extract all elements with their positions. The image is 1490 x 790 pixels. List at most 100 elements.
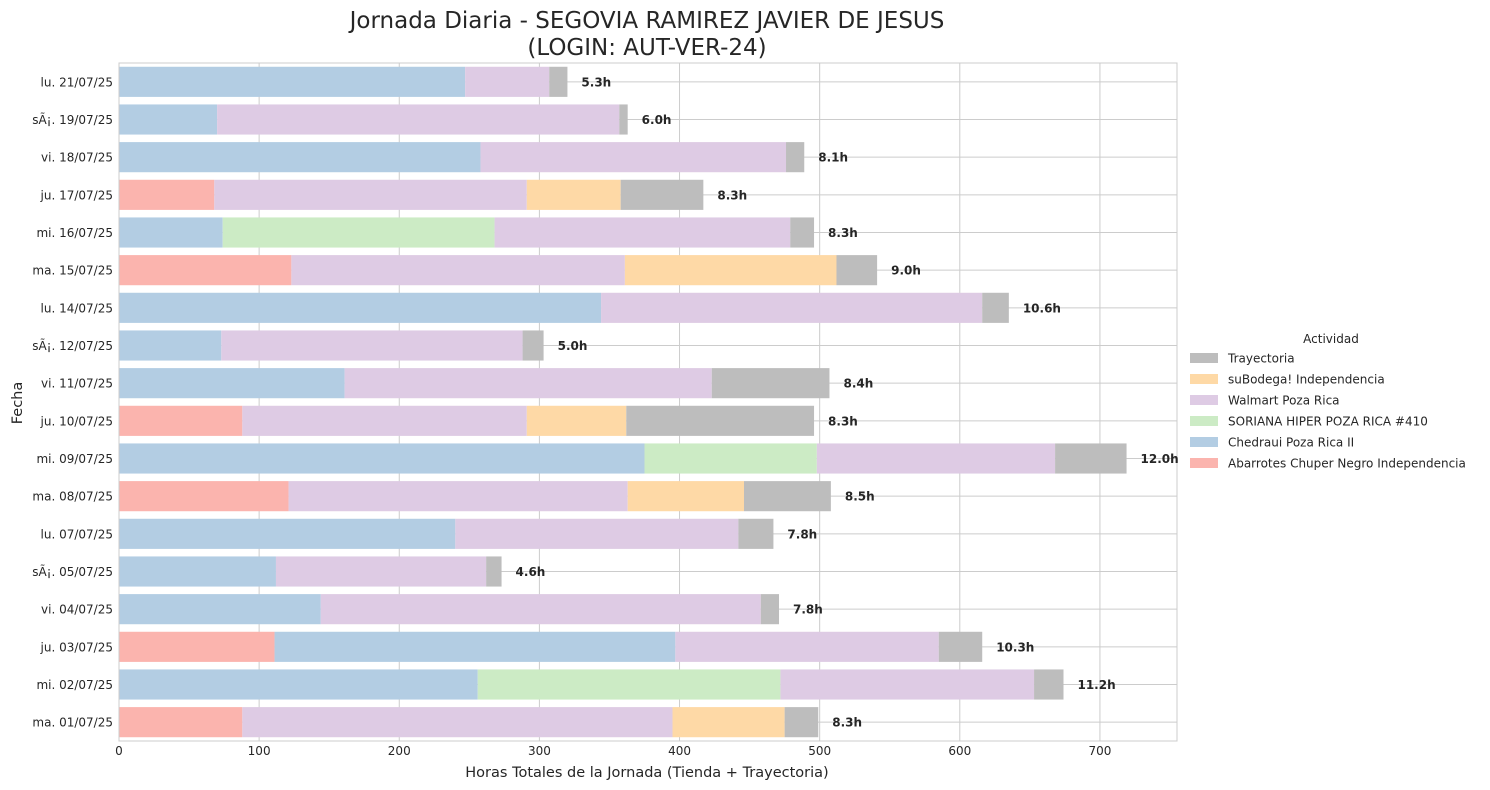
bar-segment [119, 669, 478, 700]
legend-entry-label: Trayectoria [1227, 352, 1295, 366]
bar-segment [624, 255, 837, 286]
bar-total-label: 11.2h [1077, 678, 1115, 692]
bar-segment [675, 631, 939, 662]
bar-segment [522, 330, 544, 361]
bar-segment [626, 405, 815, 436]
y-tick-label: lu. 14/07/25 [41, 301, 113, 315]
bar-segment [221, 330, 523, 361]
bar-segment [119, 179, 215, 210]
bar-segment [790, 217, 815, 248]
bar-segment [627, 481, 744, 512]
y-tick-label: mi. 02/07/25 [36, 678, 113, 692]
bar-segment [786, 142, 805, 173]
bar-segment [480, 142, 787, 173]
y-tick-label: ju. 17/07/25 [40, 188, 113, 202]
x-tick-label: 600 [948, 744, 971, 758]
legend-entry-label: suBodega! Independencia [1228, 373, 1385, 387]
bar-total-label: 8.1h [818, 151, 848, 165]
bar-segment [1034, 669, 1064, 700]
bar-total-label: 8.3h [828, 226, 858, 240]
bar-segment [477, 669, 781, 700]
bar-segment [494, 217, 791, 248]
bar-segment [526, 405, 627, 436]
bar-segment [982, 292, 1009, 323]
bar-segment [288, 481, 628, 512]
bar-segment [738, 518, 774, 549]
bar-segment [672, 707, 785, 738]
y-tick-label: sÃ¡. 19/07/25 [32, 112, 113, 127]
y-tick-label: mi. 09/07/25 [36, 452, 113, 466]
bar-segment [119, 217, 223, 248]
y-tick-label: vi. 11/07/25 [41, 377, 113, 391]
bar-segment [217, 104, 620, 135]
bar-segment [119, 594, 321, 625]
bar-total-label: 12.0h [1141, 452, 1179, 466]
bar-total-label: 6.0h [642, 113, 672, 127]
bar-segment [119, 368, 345, 399]
x-axis-label: Horas Totales de la Jornada (Tienda + Tr… [465, 765, 828, 781]
bar-segment [465, 66, 550, 97]
bar-segment [644, 443, 817, 474]
bar-total-label: 5.0h [558, 339, 588, 353]
y-tick-label: vi. 04/07/25 [41, 603, 113, 617]
y-tick-label: ma. 08/07/25 [32, 490, 113, 504]
chart-title-line1: Jornada Diaria - SEGOVIA RAMIREZ JAVIER … [348, 8, 945, 34]
bar-segment [119, 255, 292, 286]
bar-total-label: 7.8h [787, 527, 817, 541]
legend-entry-label: Walmart Poza Rica [1228, 394, 1340, 408]
bar-total-label: 8.3h [828, 414, 858, 428]
bar-segment [275, 556, 487, 587]
bar-segment [119, 142, 481, 173]
bar-segment [549, 66, 568, 97]
x-tick-label: 700 [1088, 744, 1111, 758]
bar-segment [711, 368, 830, 399]
bar-segment [119, 405, 243, 436]
bar-segment [119, 443, 645, 474]
bar-segment [119, 707, 243, 738]
chart-title-line2: (LOGIN: AUT-VER-24) [527, 35, 766, 61]
bar-segment [222, 217, 495, 248]
bar-segment [119, 66, 466, 97]
total-labels: 5.3h 6.0h 8.1h 8.3h 8.3h 9.0h 10.6h 5.0h 8.4h 8.3… [516, 75, 1179, 729]
bar-segment [780, 669, 1035, 700]
bar-segment [486, 556, 502, 587]
bar-segment [119, 556, 276, 587]
legend-swatch [1190, 458, 1218, 468]
legend-swatch [1190, 395, 1218, 405]
bar-segment [784, 707, 819, 738]
legend-swatch [1190, 416, 1218, 426]
bar-total-label: 5.3h [581, 75, 611, 89]
x-tick-label: 100 [248, 744, 271, 758]
bar-segment [620, 179, 704, 210]
legend-swatch [1190, 353, 1218, 363]
plot-frame [118, 62, 1178, 742]
legend-title: Actividad [1303, 332, 1359, 346]
bar-segment [119, 104, 218, 135]
y-tick-label: ju. 03/07/25 [40, 640, 113, 654]
bar-segment [836, 255, 878, 286]
x-tick-label: 300 [528, 744, 551, 758]
bar-total-label: 10.3h [996, 640, 1034, 654]
legend-swatch [1190, 374, 1218, 384]
bar-segment [938, 631, 983, 662]
y-tick-label: lu. 07/07/25 [41, 527, 113, 541]
bar-segment [291, 255, 625, 286]
bar-total-label: 8.4h [843, 377, 873, 391]
bars [119, 66, 1127, 738]
bar-segment [274, 631, 676, 662]
bar-segment [455, 518, 739, 549]
bar-segment [119, 330, 222, 361]
y-tick-label: vi. 18/07/25 [41, 151, 113, 165]
bar-segment [119, 518, 456, 549]
bar-total-label: 8.5h [845, 490, 875, 504]
bar-segment [119, 631, 275, 662]
bar-segment [526, 179, 621, 210]
legend: Actividad Trayectoria suBodega! Independe… [1190, 332, 1466, 471]
y-tick-label: ma. 15/07/25 [32, 264, 113, 278]
bar-segment [344, 368, 712, 399]
legend-entry-label: Abarrotes Chuper Negro Independencia [1228, 457, 1466, 471]
legend-entry-label: Chedraui Poza Rica II [1228, 436, 1354, 450]
y-tick-label: lu. 21/07/25 [41, 75, 113, 89]
